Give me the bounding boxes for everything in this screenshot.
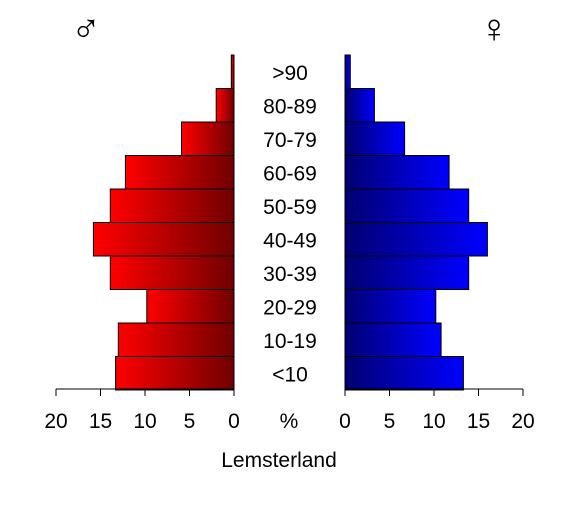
male-bar-5 [92,222,235,257]
right-tick-label-3: 15 [467,410,490,433]
female-bar-7 [344,289,437,324]
age-label-9: <10 [272,363,308,386]
right-axis-ticks: 0 5 10 15 20 [339,389,535,433]
chart-title: Lemsterland [221,449,337,472]
age-label-8: 10-19 [263,330,317,353]
female-bar-6 [344,255,470,290]
female-bar-9 [344,356,464,391]
left-axis-ticks: 0 5 10 15 20 [44,389,240,433]
age-label-7: 20-29 [263,296,317,319]
male-bar-2 [181,121,235,156]
left-tick-label-3: 15 [89,410,112,433]
age-label-2: 70-79 [263,129,317,152]
female-bar-5 [344,222,488,257]
right-tick-label-2: 10 [422,410,445,433]
male-bar-3 [124,155,235,190]
female-symbol: ♀ [479,7,509,51]
male-symbol: ♂ [71,7,101,51]
male-bar-1 [215,88,235,123]
left-tick-label-0: 0 [228,410,240,433]
male-bar-7 [146,289,235,324]
female-bar-0 [344,54,351,89]
unit-label: % [280,410,299,433]
left-tick-label-2: 10 [133,410,156,433]
age-label-6: 30-39 [263,263,317,286]
male-bar-6 [109,255,235,290]
male-bar-4 [109,188,235,223]
male-bar-0 [230,54,235,89]
male-bar-8 [117,322,235,357]
male-bar-9 [115,356,235,391]
right-tick-label-4: 20 [511,410,534,433]
age-group-labels: >90 80-89 70-79 60-69 50-59 40-49 30-39 20-29 10… [263,62,317,386]
female-bar-3 [344,155,450,190]
female-bar-1 [344,88,375,123]
age-label-3: 60-69 [263,162,317,185]
female-bars [344,54,488,391]
female-bar-8 [344,322,442,357]
left-tick-label-4: 20 [44,410,67,433]
left-tick-label-1: 5 [184,410,196,433]
age-label-0: >90 [272,62,308,85]
right-tick-label-0: 0 [339,410,351,433]
age-label-1: 80-89 [263,95,317,118]
age-label-4: 50-59 [263,196,317,219]
female-bar-4 [344,188,470,223]
age-label-5: 40-49 [263,229,317,252]
right-tick-label-1: 5 [384,410,396,433]
male-bars [92,54,235,391]
female-bar-2 [344,121,406,156]
